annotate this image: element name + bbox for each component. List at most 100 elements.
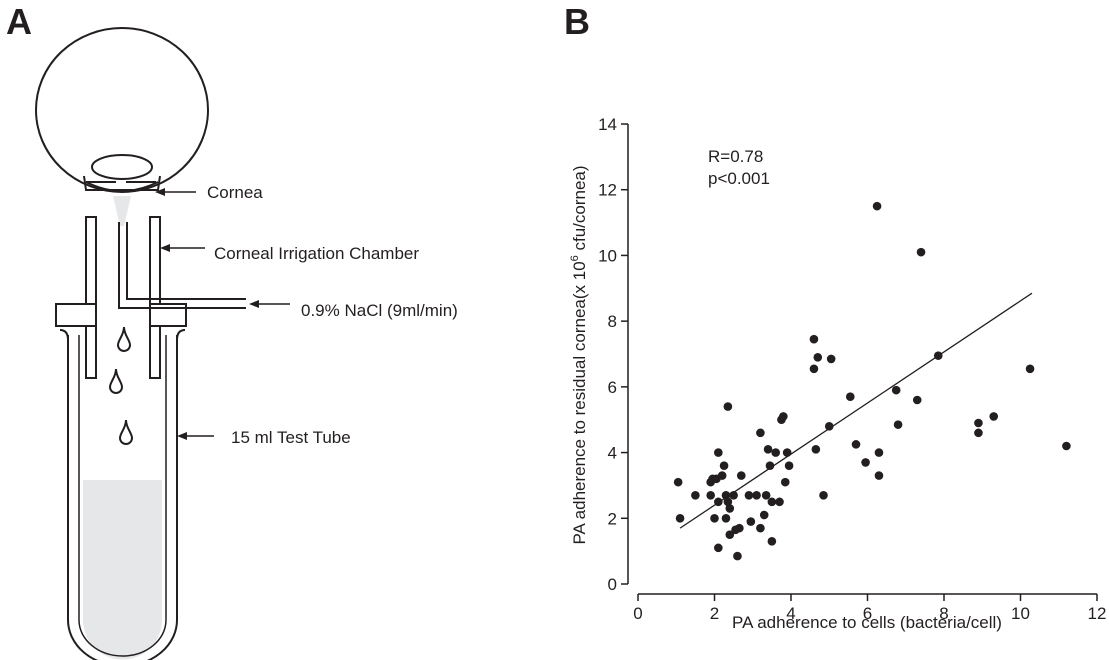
data-point <box>893 420 903 429</box>
data-point <box>723 402 733 411</box>
data-point <box>779 412 788 421</box>
p-value: p<0.001 <box>708 169 770 188</box>
data-point <box>673 477 683 487</box>
saline-label: 0.9% NaCl (9ml/min) <box>301 301 458 320</box>
data-point <box>775 497 784 507</box>
y-tick-label: 2 <box>608 509 617 528</box>
data-point <box>721 490 731 500</box>
data-point <box>819 490 828 500</box>
data-point <box>759 510 769 520</box>
data-point <box>744 490 754 500</box>
panel-b: B PA adherence to residual cornea(x 106 … <box>564 1 1106 632</box>
data-point <box>989 412 999 421</box>
data-point <box>933 351 943 360</box>
r-value: R=0.78 <box>708 147 763 166</box>
y-ticks: 0 2 4 6 8 10 12 14 <box>598 115 628 594</box>
data-points <box>673 201 1071 561</box>
test-tube <box>59 329 186 660</box>
data-point <box>891 385 901 395</box>
data-point <box>811 444 821 454</box>
data-point <box>763 444 773 454</box>
eyeball <box>35 27 209 193</box>
data-point <box>717 471 727 480</box>
x-tick-label: 10 <box>1011 604 1030 623</box>
droplets <box>108 326 134 445</box>
data-point <box>916 247 926 257</box>
y-tick-label: 0 <box>608 575 617 594</box>
data-point <box>874 448 884 457</box>
regression-line <box>679 292 1033 529</box>
x-tick-label: 4 <box>786 604 795 623</box>
x-tick-label: 0 <box>633 604 642 623</box>
y-tick-label: 4 <box>608 444 617 463</box>
data-point <box>729 490 738 500</box>
callout-tube: 15 ml Test Tube <box>177 428 351 447</box>
data-point <box>912 395 922 405</box>
data-point <box>1025 364 1035 374</box>
y-axis-title: PA adherence to residual cornea(x 106 cf… <box>569 165 589 544</box>
data-point <box>780 477 790 487</box>
data-point <box>782 448 792 457</box>
data-point <box>752 490 761 500</box>
callout-cornea: Cornea <box>155 183 263 202</box>
data-point <box>874 471 884 480</box>
data-point <box>714 448 723 457</box>
data-point <box>861 458 870 467</box>
callout-chamber: Corneal Irrigation Chamber <box>160 244 419 263</box>
y-tick-label: 6 <box>608 378 617 397</box>
data-point <box>714 543 723 553</box>
cornea-label: Cornea <box>207 183 263 202</box>
data-point <box>725 504 735 513</box>
callout-saline: 0.9% NaCl (9ml/min) <box>249 300 458 320</box>
data-point <box>826 354 836 364</box>
data-point <box>735 523 744 533</box>
y-tick-label: 8 <box>608 312 617 331</box>
data-point <box>710 513 719 523</box>
panel-b-letter: B <box>564 1 590 42</box>
data-point <box>771 448 780 457</box>
y-tick-label: 10 <box>598 246 617 265</box>
data-point <box>851 440 861 449</box>
x-axis: 0 2 4 6 8 10 12 <box>633 593 1106 623</box>
data-point <box>761 490 771 500</box>
panel-a-letter: A <box>6 1 32 42</box>
data-point <box>719 461 729 471</box>
data-point <box>809 364 819 374</box>
data-point <box>691 490 700 500</box>
data-point <box>706 490 715 500</box>
x-ticks: 0 2 4 6 8 10 12 <box>633 594 1106 623</box>
x-tick-label: 8 <box>939 604 948 623</box>
chamber-label: Corneal Irrigation Chamber <box>214 244 419 263</box>
data-point <box>974 418 983 428</box>
x-tick-label: 6 <box>863 604 872 623</box>
data-point <box>809 334 819 344</box>
x-tick-label: 2 <box>710 604 719 623</box>
data-point <box>675 513 685 523</box>
data-point <box>813 352 823 362</box>
data-point <box>974 428 983 438</box>
data-point <box>1062 441 1071 451</box>
data-point <box>714 497 723 507</box>
data-point <box>756 428 765 438</box>
data-point <box>725 530 735 540</box>
data-point <box>872 201 882 211</box>
data-point <box>784 461 794 471</box>
y-tick-label: 14 <box>598 115 617 134</box>
x-axis-title: PA adherence to cells (bacteria/cell) <box>732 613 1002 632</box>
data-point <box>824 421 834 431</box>
data-point <box>767 497 777 507</box>
data-point <box>767 536 777 546</box>
panel-a: A <box>6 1 458 660</box>
data-point <box>736 471 746 480</box>
data-point <box>746 517 756 526</box>
data-point <box>721 513 731 523</box>
data-point <box>765 461 775 471</box>
data-point <box>723 497 733 507</box>
irrigation-stream <box>113 196 131 226</box>
data-point <box>845 392 855 402</box>
data-point <box>756 523 765 533</box>
irrigation-chamber <box>55 216 246 379</box>
tube-label: 15 ml Test Tube <box>231 428 351 447</box>
x-tick-label: 12 <box>1088 604 1107 623</box>
